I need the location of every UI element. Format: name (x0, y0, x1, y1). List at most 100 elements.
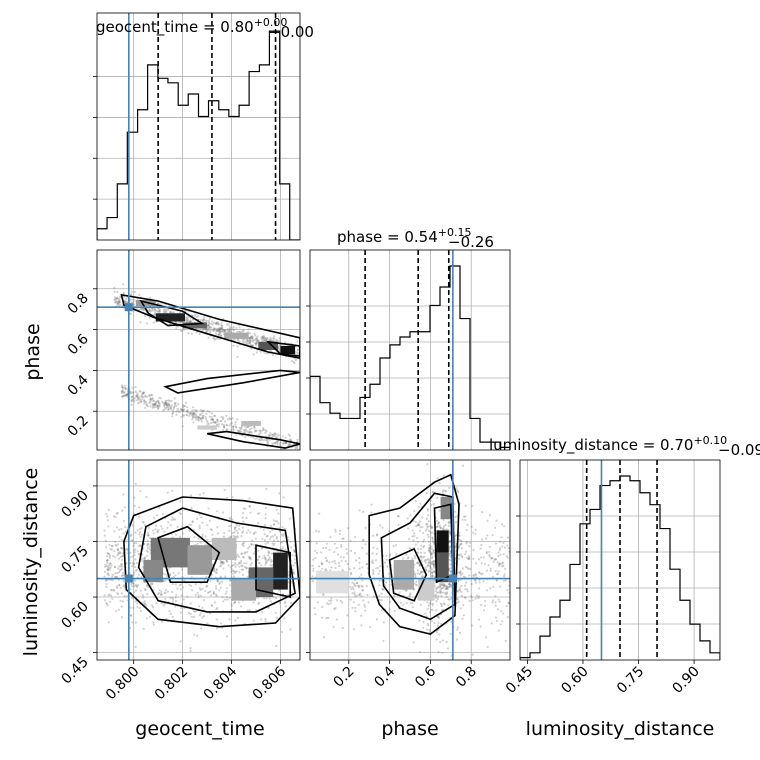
sample-point (264, 506, 267, 509)
sample-point (123, 386, 127, 389)
sample-point (214, 332, 217, 335)
sample-point (245, 562, 248, 565)
sample-point (321, 567, 324, 570)
sample-point (177, 403, 180, 406)
contour-level-1 (380, 492, 456, 621)
sample-point (177, 572, 180, 575)
sample-point (235, 570, 238, 573)
sample-point (158, 589, 161, 592)
sample-point (148, 545, 151, 548)
sample-point (234, 423, 237, 426)
sample-point (252, 543, 255, 546)
sample-point (504, 579, 507, 582)
sample-point (166, 402, 169, 405)
sample-point (201, 416, 204, 420)
sample-point (228, 529, 231, 533)
sample-point (242, 542, 245, 545)
density-cell-4 (136, 300, 156, 307)
sample-point (168, 400, 171, 403)
sample-point (470, 594, 473, 598)
sample-point (136, 529, 139, 532)
sample-point (417, 524, 420, 527)
sample-point (242, 530, 245, 533)
sample-point (333, 542, 336, 545)
sample-point (240, 564, 243, 567)
density-cell-1 (187, 545, 212, 575)
sample-point (194, 412, 197, 416)
sample-point (326, 559, 329, 562)
sample-point (358, 561, 361, 565)
sample-point (418, 619, 421, 622)
panel-phase-hist: phase = 0.54+0.15 −0.26 (306, 226, 511, 451)
sample-point (351, 586, 354, 589)
sample-point (158, 310, 161, 313)
contours-distance-vs-geocent-time (123, 496, 300, 628)
sample-point (108, 562, 112, 565)
sample-point (108, 556, 111, 559)
sample-point (436, 519, 439, 522)
sample-point (234, 535, 237, 538)
sample-point (191, 314, 194, 317)
sample-point (267, 550, 270, 553)
sample-point (385, 554, 388, 557)
sample-point (429, 551, 432, 554)
sample-point (117, 557, 121, 560)
sample-point (151, 308, 154, 311)
sample-point (501, 545, 504, 548)
sample-point (448, 583, 451, 586)
sample-point (226, 424, 229, 427)
sample-point (427, 514, 430, 517)
sample-point (142, 396, 145, 399)
sample-point (233, 563, 236, 566)
sample-point (431, 525, 434, 528)
sample-point (372, 595, 376, 598)
sample-point (192, 411, 196, 415)
sample-point (220, 327, 223, 330)
sample-point (265, 597, 268, 600)
sample-point (196, 591, 199, 595)
sample-point (118, 300, 121, 303)
sample-point (263, 338, 266, 341)
sample-point (427, 570, 430, 573)
sample-point (143, 556, 146, 559)
panel-title-luminosity-distance-minus: −0.09 (718, 441, 760, 459)
sample-point (231, 327, 234, 330)
sample-point (189, 320, 192, 323)
sample-point (353, 552, 356, 555)
sample-point (430, 545, 433, 548)
sample-point (135, 585, 138, 589)
sample-point (506, 589, 509, 592)
sample-point (266, 439, 269, 442)
axes-frame-phase-vs-geocent-time (96, 249, 301, 451)
sample-point (270, 558, 273, 561)
sample-point (167, 406, 170, 409)
sample-point (289, 540, 292, 543)
sample-point (425, 523, 428, 526)
sample-point (229, 566, 232, 569)
sample-point (240, 605, 243, 608)
sample-point (441, 583, 444, 586)
sample-point (333, 550, 336, 554)
sample-point (414, 583, 417, 586)
sample-point (255, 429, 258, 432)
sample-point (282, 540, 285, 543)
sample-point (464, 553, 467, 556)
sample-point (263, 597, 266, 600)
sample-point (378, 569, 381, 573)
sample-point (113, 589, 116, 592)
sample-point (351, 606, 354, 609)
sample-point (143, 400, 146, 403)
sample-point (267, 434, 270, 437)
sample-point (251, 436, 255, 439)
sample-point (213, 329, 216, 332)
sample-point (428, 559, 431, 562)
sample-point (204, 415, 207, 419)
sample-point (172, 575, 175, 579)
sample-point (354, 578, 357, 582)
sample-point (417, 547, 420, 550)
sample-point (219, 562, 222, 565)
sample-point (365, 552, 368, 555)
sample-point (185, 410, 188, 413)
sample-point (208, 326, 211, 329)
sample-point (202, 318, 205, 321)
